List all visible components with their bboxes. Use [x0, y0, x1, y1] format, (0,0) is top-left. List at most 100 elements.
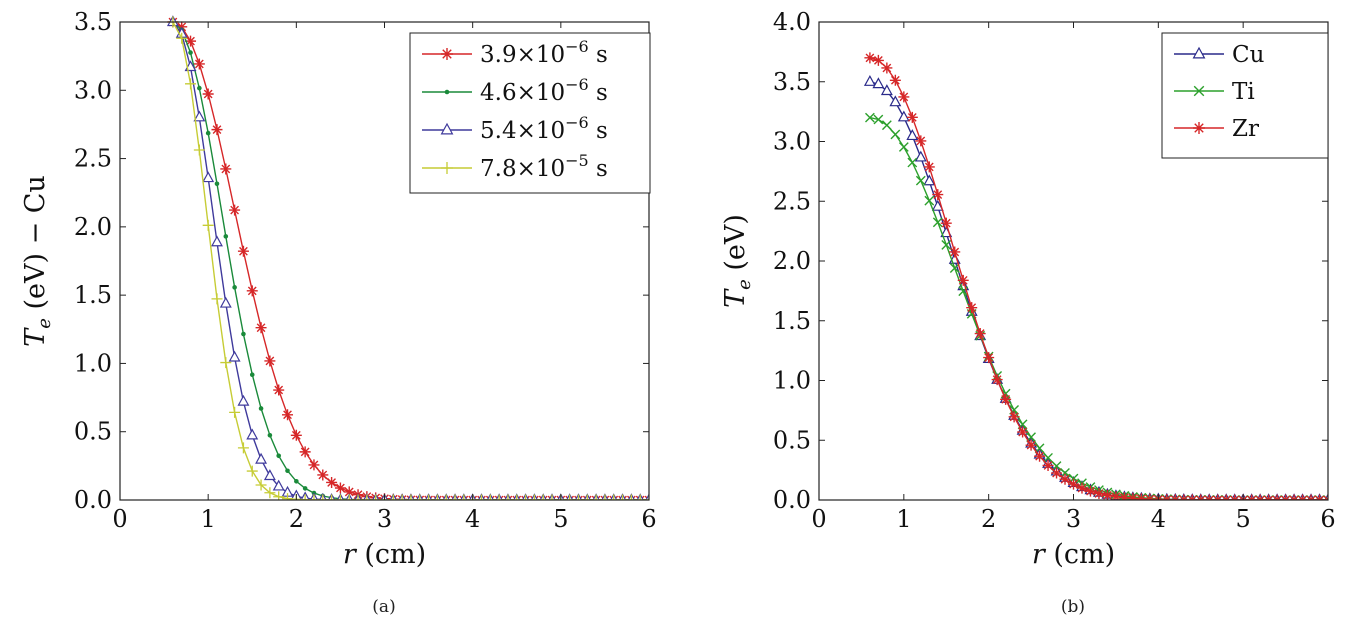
- x-tick-label: 2: [289, 505, 304, 533]
- legend-entry-unit: s: [589, 118, 608, 144]
- data-point: [193, 144, 205, 156]
- data-point: [1008, 411, 1020, 423]
- data-point: [1127, 492, 1139, 500]
- legend: Cu Ti Zr: [1161, 32, 1329, 159]
- x-tick-label: 1: [896, 505, 911, 533]
- data-point: [906, 111, 918, 123]
- y-axis-label-var: T: [720, 288, 751, 308]
- data-point: [197, 85, 202, 91]
- data-point: [370, 494, 382, 500]
- legend-entry: Zr: [1232, 116, 1259, 142]
- data-point: [219, 296, 232, 308]
- data-point: [564, 494, 576, 500]
- data-point: [1101, 489, 1113, 500]
- data-point: [255, 479, 267, 491]
- x-tick-label: 2: [981, 505, 996, 533]
- series-line-2: [869, 116, 1328, 500]
- legend-entry-base: Cu: [1232, 42, 1264, 68]
- legend-entry-base: 4.6×10: [480, 80, 565, 106]
- x-axis-label-var: r: [343, 539, 358, 570]
- data-point: [440, 494, 452, 500]
- y-tick-label: 3.0: [773, 128, 811, 156]
- y-axis-label: Te (eV) − Cu: [20, 175, 55, 347]
- data-point: [898, 91, 910, 103]
- legend-entry-base: 5.4×10: [480, 118, 565, 144]
- series-group: [863, 52, 1328, 500]
- data-point: [290, 429, 302, 441]
- data-point: [617, 494, 629, 500]
- data-point: [229, 204, 241, 216]
- y-tick-label: 1.5: [74, 281, 112, 309]
- data-point: [1093, 487, 1105, 499]
- x-tick-label: 4: [465, 505, 480, 533]
- data-point: [1025, 439, 1037, 451]
- data-point: [334, 482, 346, 494]
- x-tick-label: 0: [811, 505, 826, 533]
- legend-entry-unit: s: [589, 42, 608, 68]
- y-tick-label: 2.5: [74, 145, 112, 173]
- data-point: [326, 476, 338, 488]
- x-tick-label: 4: [1151, 505, 1166, 533]
- data-point: [1051, 467, 1063, 479]
- legend-entry-base: Ti: [1232, 79, 1255, 105]
- y-tick-label: 3.0: [74, 76, 112, 104]
- data-point: [974, 328, 986, 340]
- data-point: [1068, 478, 1079, 490]
- x-axis-label-var: r: [1032, 539, 1047, 570]
- legend-entry-base: 3.9×10: [480, 42, 565, 68]
- legend-marker: [440, 122, 454, 135]
- y-tick-label: 0.0: [773, 486, 811, 514]
- data-point: [237, 394, 250, 406]
- legend-entry: 7.8×10−5 s: [480, 151, 608, 182]
- data-point: [889, 74, 901, 86]
- x-tick-label: 5: [1236, 505, 1251, 533]
- data-point: [202, 88, 214, 100]
- panel-caption: (b): [1061, 597, 1085, 617]
- data-point: [396, 494, 408, 500]
- x-tick-label: 3: [377, 505, 392, 533]
- y-tick-label: 1.5: [773, 307, 811, 335]
- y-tick-label: 4.0: [773, 8, 811, 36]
- data-point: [907, 157, 918, 168]
- data-point: [282, 493, 294, 500]
- chart-panel-a: 0 1 2 3 4 5 6 0.0 0.5 1.0 1.5 2.0 2.5 3.0 3.5 r (cm) Te …: [20, 8, 657, 617]
- data-point: [294, 478, 299, 484]
- data-point: [414, 494, 426, 500]
- data-point: [276, 453, 282, 459]
- y-tick-label: 2.0: [773, 247, 811, 275]
- y-axis-label: Te (eV): [720, 214, 755, 308]
- data-point: [546, 494, 558, 500]
- data-point: [1144, 493, 1156, 500]
- data-point: [1000, 393, 1012, 405]
- chart-panel-b: 0 1 2 3 4 5 6 0.0 0.5 1.0 1.5 2.0 2.5 3.0 3.5 4.0 r (cm)…: [720, 8, 1336, 617]
- legend-entry-unit: s: [589, 156, 608, 182]
- data-point: [872, 77, 885, 89]
- y-tick-label: 0.5: [773, 426, 811, 454]
- y-tick-label: 2.5: [773, 187, 811, 215]
- x-axis-label: r (cm): [1032, 539, 1115, 570]
- data-point: [193, 58, 205, 70]
- data-point: [343, 486, 355, 498]
- data-point: [220, 163, 232, 175]
- data-point: [1042, 459, 1054, 471]
- x-tick-label: 6: [1320, 505, 1335, 533]
- data-point: [872, 54, 884, 66]
- data-point: [431, 494, 443, 500]
- data-point: [387, 494, 399, 500]
- legend-entry: 4.6×10−6 s: [480, 75, 608, 106]
- data-point: [249, 372, 255, 377]
- data-point: [915, 135, 927, 147]
- legend-entry-base: 7.8×10: [480, 156, 565, 182]
- data-point: [299, 446, 311, 458]
- data-point: [220, 357, 232, 369]
- legend-marker: [1193, 122, 1205, 134]
- x-tick-label: 0: [112, 505, 127, 533]
- x-axis-label-unit: (cm): [356, 539, 426, 570]
- data-point: [581, 494, 593, 500]
- data-point: [211, 293, 223, 305]
- data-point: [237, 442, 249, 454]
- data-point: [898, 142, 909, 152]
- data-point: [317, 469, 329, 481]
- data-point: [246, 285, 258, 297]
